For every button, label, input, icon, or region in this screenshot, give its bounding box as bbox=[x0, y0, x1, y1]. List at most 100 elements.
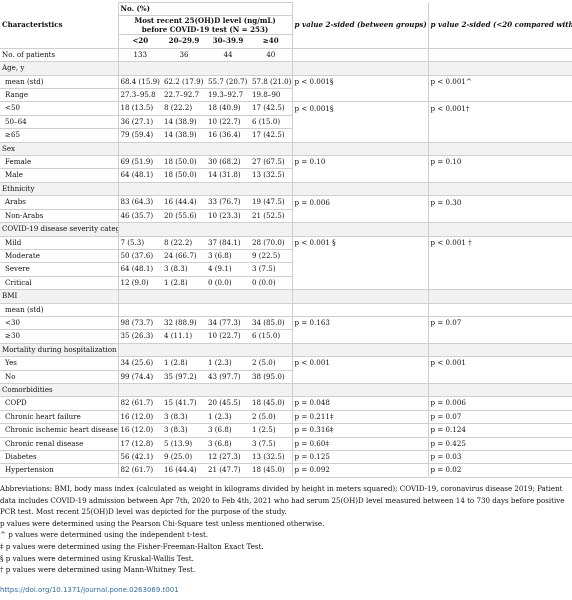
patients-row: No. of patients 133 36 44 40 bbox=[0, 47, 572, 62]
cell-value: 40 bbox=[250, 47, 293, 62]
p-between-value bbox=[291, 88, 429, 102]
header-row-1: No. (%) bbox=[0, 1, 572, 16]
table-row: COPD 82 (61.7) 15 (41.7) 20 (45.5) 18 (45.0)… bbox=[0, 396, 572, 411]
table-row: Female 69 (51.9) 18 (50.0) 30 (68.2) 27 (67.… bbox=[0, 155, 572, 169]
p-compared-value: p = 0.425 bbox=[427, 436, 572, 451]
characteristics-table: No. (%) Characteristics Most recent 25(O… bbox=[0, 1, 572, 478]
section-header-row: COVID-19 disease severity category (WHO) bbox=[0, 222, 572, 236]
footnote: § p values were determined using Kruskal… bbox=[0, 553, 194, 563]
cell-value bbox=[250, 302, 293, 317]
cell-value: 68.4 (15.9) bbox=[117, 74, 162, 89]
row-label: Yes bbox=[0, 356, 118, 371]
cell-value: 37 (84.1) bbox=[206, 235, 250, 250]
cell-value: 16 (36.4) bbox=[206, 128, 250, 143]
cell-value: 32 (88.9) bbox=[162, 315, 206, 330]
cell-value: 69 (51.9) bbox=[117, 155, 162, 169]
cell-value: 46 (35.7) bbox=[117, 208, 162, 223]
cell-value: 2 (5.0) bbox=[250, 356, 293, 371]
row-label: Moderate bbox=[0, 248, 118, 263]
row-label: 50–64 bbox=[0, 114, 118, 129]
p-between-value bbox=[291, 249, 429, 263]
row-label: No. of patients bbox=[0, 47, 118, 62]
table-row: Mild 7 (5.3) 8 (22.2) 37 (84.1) 28 (70.0) p <… bbox=[0, 235, 572, 250]
row-label: Diabetes bbox=[0, 449, 118, 464]
section-header-row: Sex bbox=[0, 141, 572, 156]
table-row: ≥30 35 (26.3) 4 (11.1) 10 (22.7) 6 (15.0) bbox=[0, 329, 572, 344]
cell-value: 3 (7.5) bbox=[250, 436, 293, 451]
cell-value: 2 (5.0) bbox=[250, 409, 293, 424]
table-row: Range 27.3–95.8 22.7–92.7 19.3–92.7 19.8–90 bbox=[0, 88, 572, 102]
p-between-value: p = 0.60‡ bbox=[291, 436, 429, 451]
table-row: 50–64 36 (27.1) 14 (38.9) 10 (22.7) 6 (15.0) bbox=[0, 114, 572, 129]
p-compared-value bbox=[427, 262, 572, 277]
cell-value: 3 (6.8) bbox=[206, 436, 250, 451]
p-between-value: p = 0.163 bbox=[291, 315, 429, 330]
cell-value: 20 (45.5) bbox=[206, 396, 250, 411]
section-title: Comorbidities bbox=[0, 382, 118, 397]
cell-value: 133 bbox=[117, 47, 162, 62]
cell-value: 10 (22.7) bbox=[206, 329, 250, 344]
cell-value: 83 (64.3) bbox=[117, 195, 162, 210]
section-title: COVID-19 disease severity category (WHO) bbox=[0, 222, 118, 236]
cell-value: 16 (44.4) bbox=[162, 195, 206, 210]
p-compared-value bbox=[427, 276, 572, 290]
p-compared-value bbox=[427, 168, 572, 183]
header-row-2: Characteristics Most recent 25(OH)D leve… bbox=[0, 15, 572, 35]
abbreviations-note: Abbreviations: BMI, body mass index (cal… bbox=[0, 484, 565, 517]
cell-value: 19.8–90 bbox=[250, 88, 293, 102]
row-label: COPD bbox=[0, 396, 118, 411]
cell-value: 82 (61.7) bbox=[117, 396, 162, 411]
section-header-row: Mortality during hospitalization bbox=[0, 342, 572, 357]
cell-value: 34 (25.6) bbox=[117, 356, 162, 371]
footnote: ‡ p values were determined using the Fis… bbox=[0, 541, 264, 551]
row-label: mean (std) bbox=[0, 74, 118, 89]
doi-link[interactable]: https://doi.org/10.1371/journal.pone.026… bbox=[0, 586, 179, 594]
table-row: Severe 64 (48.1) 3 (8.3) 4 (9.1) 3 (7.5) bbox=[0, 262, 572, 277]
cell-value: 24 (66.7) bbox=[162, 248, 206, 263]
cell-value: 9 (25.0) bbox=[162, 449, 206, 464]
cell-value: 17 (42.5) bbox=[250, 128, 293, 143]
cell-value: 3 (7.5) bbox=[250, 262, 293, 277]
footnote: ^ p values were determined using the ind… bbox=[0, 530, 209, 540]
cell-value: 21 (47.7) bbox=[206, 463, 250, 478]
p-between-value: p < 0.001§ bbox=[291, 101, 429, 116]
p-between-value bbox=[291, 168, 429, 183]
most-recent-header: Most recent 25(OH)D level (ng/mL) before… bbox=[134, 16, 276, 35]
cell-value: 8 (22.2) bbox=[162, 235, 206, 250]
section-header-row: BMI bbox=[0, 289, 572, 304]
cell-value: 82 (61.7) bbox=[117, 463, 162, 478]
p-compared-value: p = 0.124 bbox=[427, 423, 572, 438]
cell-value: 64 (48.1) bbox=[117, 262, 162, 277]
p-compared-value bbox=[427, 115, 572, 129]
cell-value: 9 (22.5) bbox=[250, 248, 293, 263]
group-header: ≥40 bbox=[250, 34, 293, 49]
p-between-value bbox=[291, 302, 429, 317]
p-compared-header: p value 2-sided (<20 compared with ≥20) bbox=[427, 15, 572, 35]
p-between-value bbox=[291, 276, 429, 290]
row-label: Chronic ischemic heart disease bbox=[0, 423, 118, 438]
p-compared-value: p = 0.006 bbox=[427, 396, 572, 411]
characteristics-header: Characteristics bbox=[2, 20, 63, 30]
cell-value: 34 (85.0) bbox=[250, 315, 293, 330]
row-label: Range bbox=[0, 88, 118, 102]
cell-value: 0 (0.0) bbox=[206, 275, 250, 290]
cell-value: 13 (32.5) bbox=[250, 449, 293, 464]
cell-value: 3 (8.3) bbox=[162, 409, 206, 424]
group-header: 20–29.9 bbox=[162, 34, 206, 49]
table-row: Male 64 (48.1) 18 (50.0) 14 (31.8) 13 (32.5) bbox=[0, 168, 572, 183]
cell-value: 35 (97.2) bbox=[162, 369, 206, 384]
cell-value: 7 (5.3) bbox=[117, 235, 162, 250]
cell-value: 36 bbox=[162, 47, 206, 62]
row-label: Hypertension bbox=[0, 463, 118, 478]
section-title: Ethnicity bbox=[0, 181, 118, 196]
table-row: Non-Arabs 46 (35.7) 20 (55.6) 10 (23.3) 21 (… bbox=[0, 208, 572, 223]
row-label: Female bbox=[0, 155, 118, 169]
row-label: Arabs bbox=[0, 195, 118, 210]
cell-value: 20 (55.6) bbox=[162, 208, 206, 223]
cell-value: 55.7 (20.7) bbox=[206, 74, 250, 89]
cell-value: 18 (45.0) bbox=[250, 396, 293, 411]
cell-value: 14 (31.8) bbox=[206, 168, 250, 183]
row-label: Male bbox=[0, 168, 118, 183]
cell-value: 8 (22.2) bbox=[162, 101, 206, 116]
